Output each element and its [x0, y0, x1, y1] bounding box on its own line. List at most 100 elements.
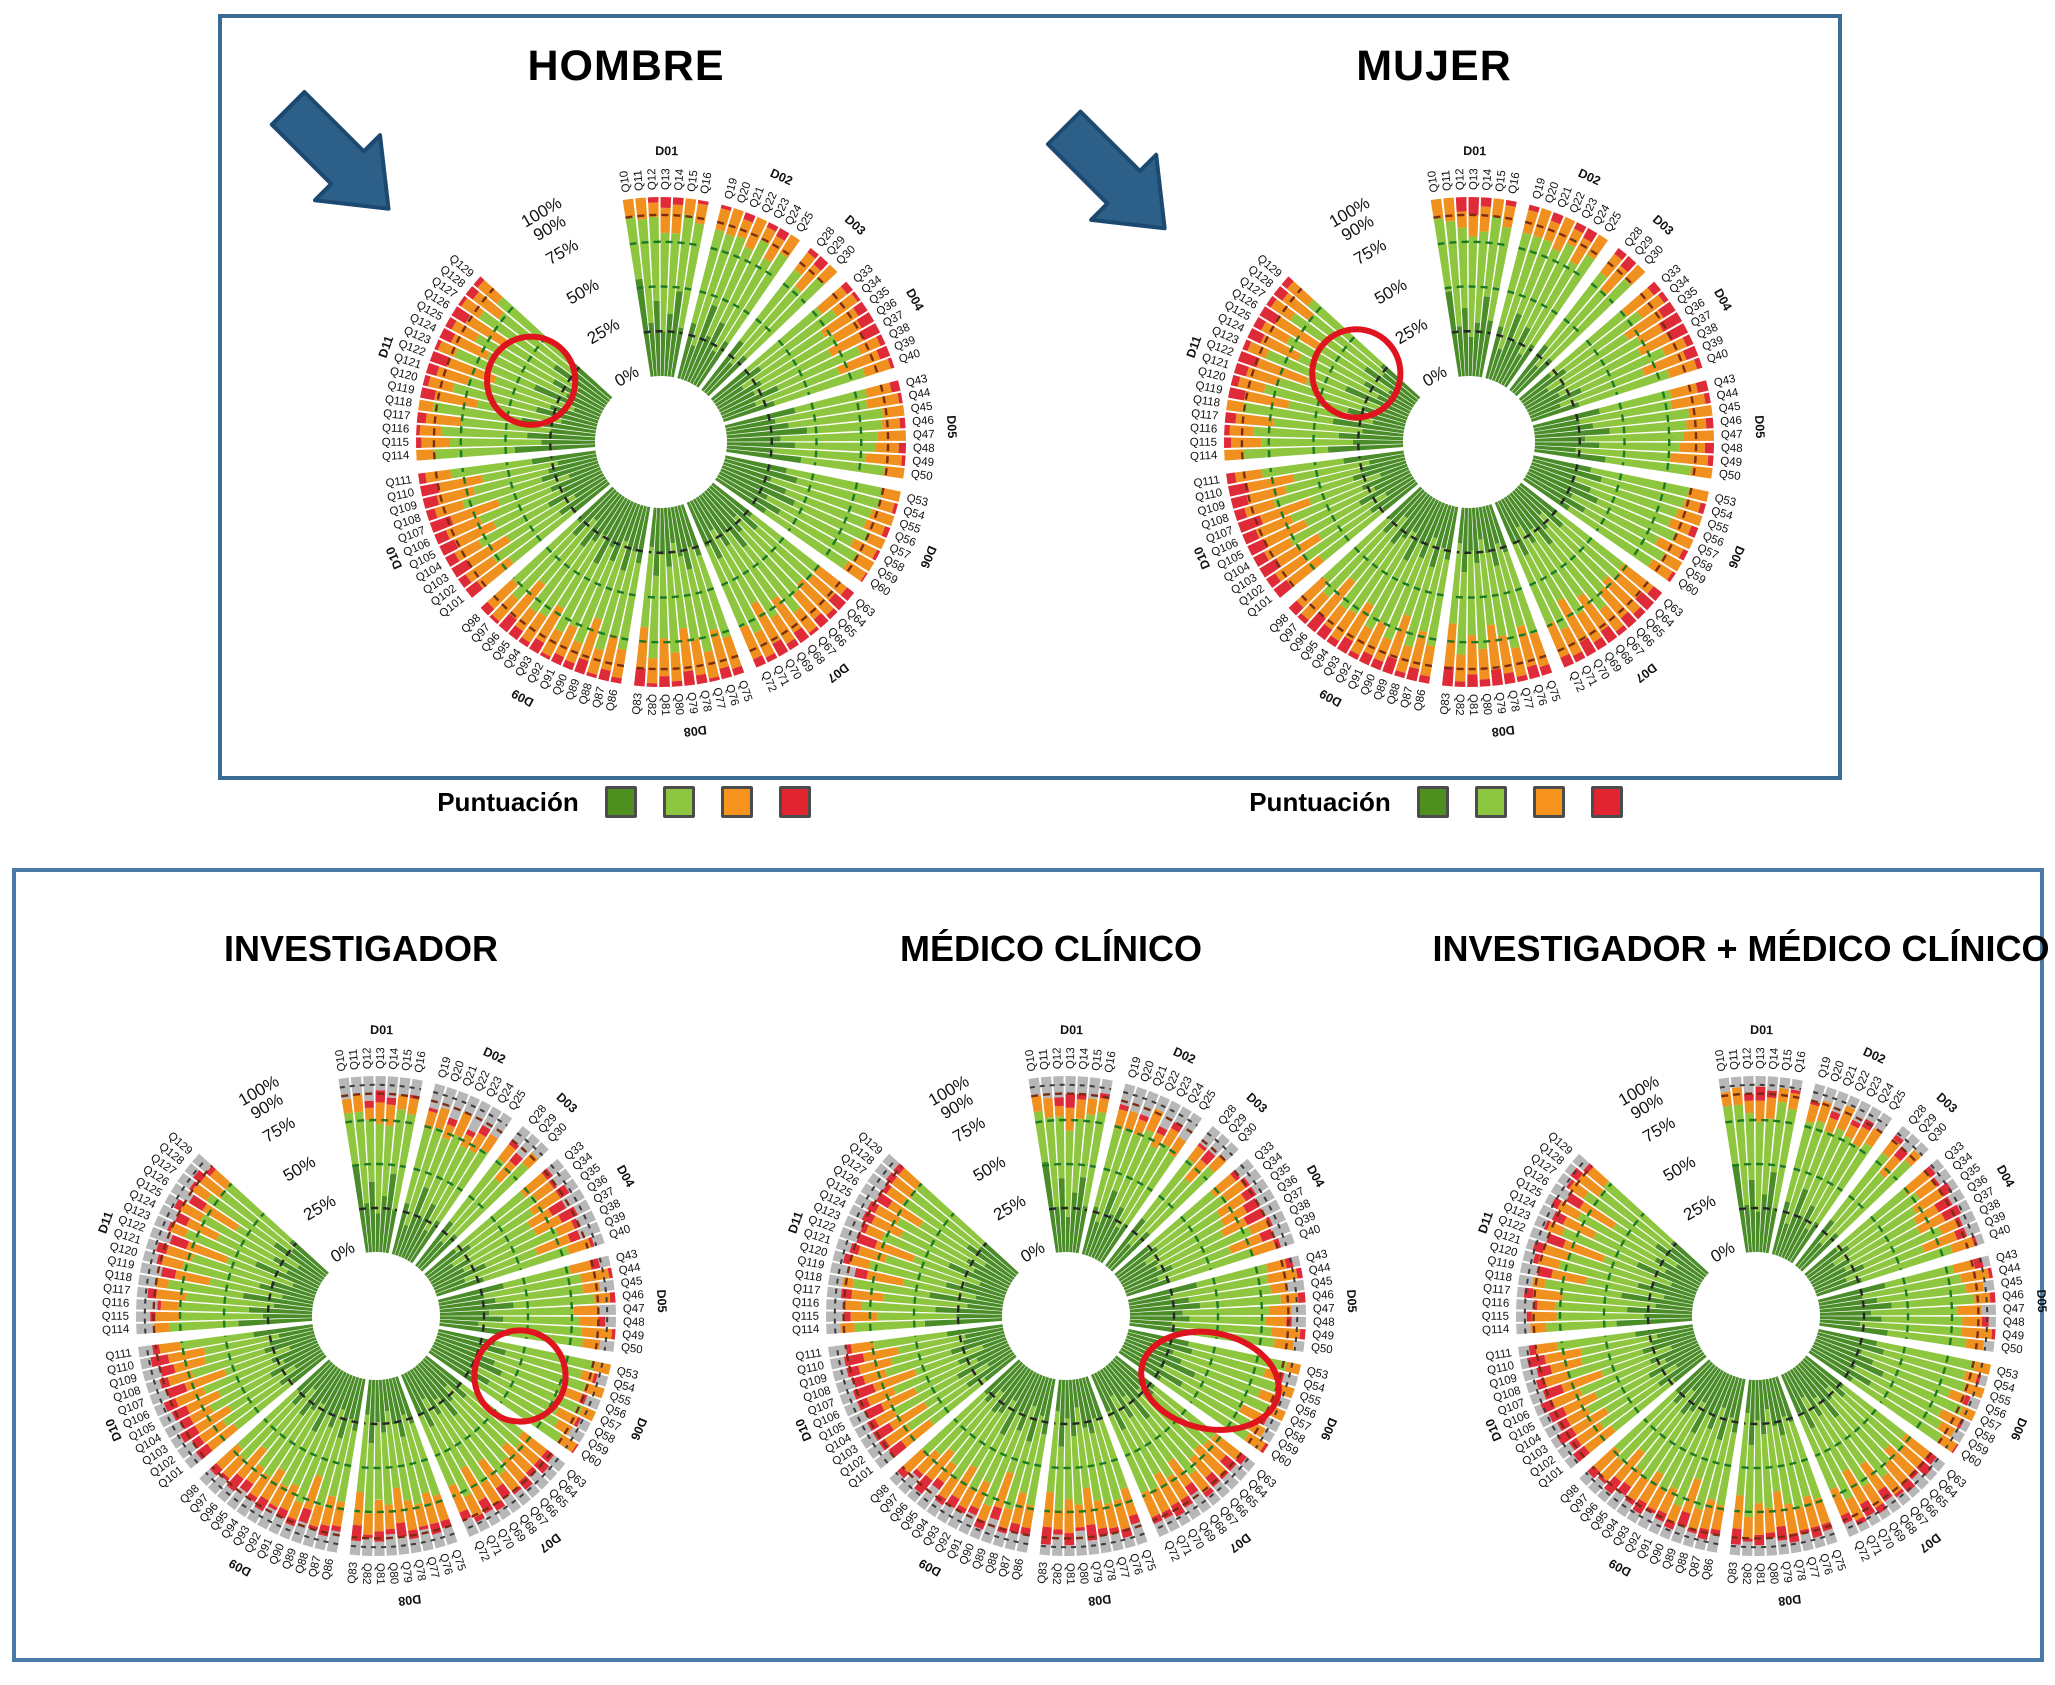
- q-label: Q48: [623, 1316, 645, 1329]
- sector-label: D09: [917, 1556, 944, 1579]
- q-label: Q12: [1741, 1047, 1754, 1069]
- sector-label: D06: [628, 1416, 650, 1443]
- q-label: Q45: [1310, 1275, 1333, 1290]
- q-label: Q76: [1817, 1552, 1834, 1576]
- q-label: Q13: [660, 168, 672, 190]
- q-label: Q46: [622, 1289, 645, 1303]
- q-label: Q115: [1190, 437, 1217, 449]
- q-label: Q79: [1779, 1561, 1793, 1584]
- q-label: Q12: [1454, 168, 1467, 190]
- sector-label: D01: [1060, 1023, 1083, 1037]
- chart-cell-hombre: HOMBRE Q10 Q11 Q12 Q13 Q14 Q15 Q16 D01 Q19 Q20 Q21…: [222, 18, 1030, 776]
- q-label: Q88: [294, 1551, 312, 1575]
- axis-tick-label: 50%: [280, 1152, 319, 1185]
- q-label: Q116: [382, 422, 410, 435]
- q-label: Q83: [1439, 692, 1453, 715]
- q-label: Q46: [1720, 415, 1743, 429]
- q-label: Q76: [1127, 1552, 1144, 1576]
- chart-cell-investigador-medico-clinico: INVESTIGADOR + MÉDICO CLÍNICO Q10 Q11 Q12 Q…: [1396, 872, 2055, 1658]
- q-label: Q16: [1103, 1050, 1119, 1074]
- q-label: Q76: [437, 1552, 454, 1576]
- q-label: Q48: [1721, 442, 1743, 455]
- sector-label: D11: [1475, 1210, 1496, 1236]
- q-label: Q46: [1312, 1289, 1335, 1303]
- q-label: Q118: [384, 394, 413, 410]
- q-label: Q111: [385, 474, 413, 490]
- q-label: Q119: [1194, 380, 1223, 397]
- q-label: Q79: [1493, 692, 1507, 715]
- sector-label: D02: [768, 166, 795, 188]
- q-label: Q88: [577, 682, 595, 706]
- bottom-panel: INVESTIGADOR Q10 Q11 Q12 Q13 Q14 Q15 Q16 D01 Q19…: [12, 868, 2050, 1662]
- q-label: Q14: [388, 1047, 402, 1070]
- sector-label: D02: [1576, 166, 1603, 188]
- score-swatch-orange: [1532, 786, 1565, 818]
- q-label: Q77: [710, 687, 726, 711]
- axis-tick-label: 50%: [1371, 275, 1410, 308]
- grid-rings: [432, 213, 890, 671]
- q-label: Q110: [1486, 1360, 1515, 1377]
- q-label: Q48: [2003, 1316, 2025, 1329]
- q-label: Q82: [1740, 1563, 1753, 1585]
- sector-label: D06: [1318, 1416, 1340, 1443]
- score-swatch-light-green: [662, 786, 695, 818]
- q-label: Q13: [1065, 1047, 1077, 1069]
- q-label: Q87: [1399, 686, 1416, 710]
- sector-label: D05: [944, 415, 959, 439]
- axis-tick-label: 75%: [543, 235, 582, 268]
- q-label: Q44: [1998, 1261, 2022, 1277]
- q-label: Q119: [106, 1255, 135, 1272]
- q-label: Q45: [620, 1275, 643, 1290]
- q-label: Q111: [795, 1347, 823, 1363]
- q-label: Q15: [1090, 1049, 1105, 1072]
- chart-title-investigador-medico-clinico: INVESTIGADOR + MÉDICO CLÍNICO: [1432, 928, 2050, 969]
- q-label: Q118: [1192, 394, 1221, 410]
- highlight-circle: [471, 1327, 569, 1425]
- sector-label: D06: [1725, 544, 1747, 571]
- sector-label: D05: [1752, 415, 1767, 439]
- sector-label: D08: [683, 723, 707, 740]
- sector-label: D04: [614, 1163, 637, 1190]
- q-label: Q11: [348, 1049, 362, 1071]
- q-label: Q82: [360, 1563, 373, 1585]
- q-label: Q82: [1050, 1563, 1063, 1585]
- axis-tick-label: 0%: [1017, 1238, 1048, 1267]
- sector-label: D03: [1650, 212, 1676, 238]
- sector-label: D01: [370, 1023, 393, 1037]
- radial-chart-investigador-medico-clinico: Q10 Q11 Q12 Q13 Q14 Q15Q16D01Q19Q20Q21Q22Q23Q…: [1475, 1023, 2049, 1608]
- q-label: Q111: [1193, 474, 1221, 490]
- q-label: Q117: [793, 1282, 821, 1297]
- q-label: Q54: [612, 1378, 637, 1396]
- score-swatch-red: [1590, 786, 1623, 818]
- q-label: Q88: [1385, 682, 1403, 706]
- grid-rings: [1523, 1083, 1989, 1549]
- q-label: Q50: [620, 1342, 643, 1357]
- q-label: Q77: [1114, 1556, 1130, 1580]
- q-label: Q53: [615, 1365, 639, 1382]
- sector-label: D08: [397, 1592, 421, 1609]
- radial-chart-mujer: Q10 Q11 Q12 Q13 Q14 Q15Q16D01Q19Q20Q21Q22Q23Q…: [1045, 109, 1767, 739]
- q-label: Q79: [685, 692, 699, 715]
- q-label: Q80: [1766, 1562, 1779, 1584]
- axis-tick-label: 50%: [1660, 1152, 1699, 1185]
- bars: [1516, 1076, 1996, 1556]
- q-label: Q13: [375, 1047, 387, 1069]
- q-label: Q19: [1531, 177, 1548, 201]
- q-label: Q50: [1310, 1342, 1333, 1357]
- bars: [136, 1076, 616, 1556]
- q-label: Q114: [1190, 450, 1218, 463]
- q-label: Q14: [1078, 1047, 1092, 1070]
- q-label: Q53: [1995, 1365, 2019, 1382]
- q-label: Q114: [382, 450, 410, 463]
- sector-label: D01: [1463, 144, 1486, 158]
- q-label: Q45: [2000, 1275, 2023, 1290]
- q-label: Q111: [105, 1347, 133, 1363]
- q-label: Q86: [1700, 1558, 1716, 1582]
- chart-cell-investigador: INVESTIGADOR Q10 Q11 Q12 Q13 Q14 Q15 Q16 D01 Q19…: [16, 872, 706, 1658]
- q-label: Q45: [910, 401, 933, 416]
- q-label: Q117: [1483, 1282, 1511, 1297]
- q-label: Q13: [1468, 168, 1480, 190]
- q-label: Q50: [910, 468, 933, 483]
- q-label: Q117: [103, 1282, 131, 1297]
- q-label: Q110: [386, 487, 415, 504]
